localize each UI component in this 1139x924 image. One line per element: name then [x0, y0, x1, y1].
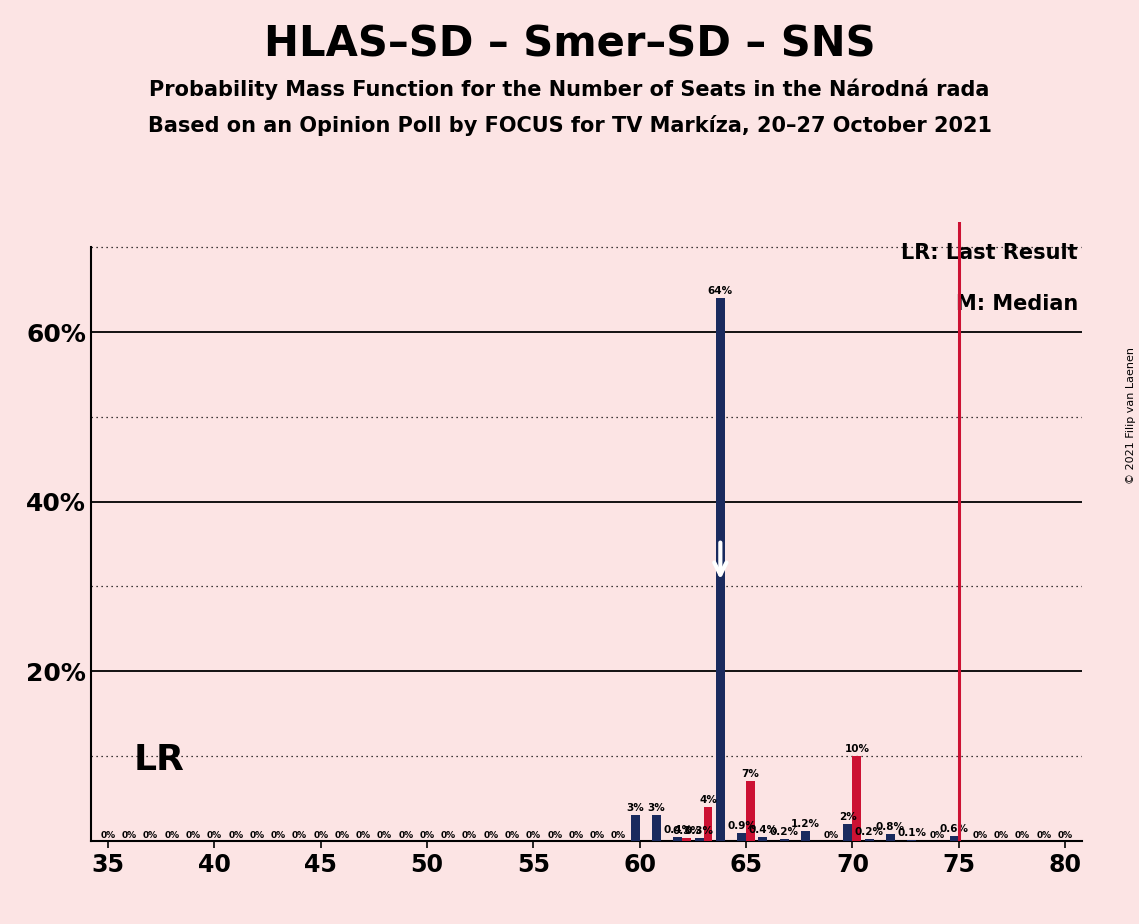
Text: 0%: 0% — [377, 831, 392, 840]
Text: 0%: 0% — [355, 831, 371, 840]
Bar — [716, 298, 724, 841]
Text: 0%: 0% — [335, 831, 350, 840]
Text: 0%: 0% — [228, 831, 244, 840]
Bar — [737, 833, 746, 841]
Text: 0%: 0% — [526, 831, 541, 840]
Text: 0%: 0% — [292, 831, 308, 840]
Text: 0%: 0% — [1015, 831, 1030, 840]
Bar — [673, 837, 682, 841]
Text: 0.8%: 0.8% — [876, 822, 906, 832]
Text: 0%: 0% — [249, 831, 264, 840]
Text: 10%: 10% — [844, 744, 869, 754]
Text: 0%: 0% — [547, 831, 563, 840]
Text: M: Median: M: Median — [956, 294, 1077, 314]
Text: 0.4%: 0.4% — [663, 825, 693, 835]
Text: 0%: 0% — [271, 831, 286, 840]
Text: 0%: 0% — [441, 831, 456, 840]
Text: 0%: 0% — [929, 831, 945, 840]
Text: 0.6%: 0.6% — [940, 823, 969, 833]
Text: HLAS–SD – Smer–SD – SNS: HLAS–SD – Smer–SD – SNS — [264, 23, 875, 65]
Text: 0%: 0% — [122, 831, 137, 840]
Text: 4%: 4% — [699, 795, 716, 805]
Text: 0%: 0% — [144, 831, 158, 840]
Text: 0%: 0% — [505, 831, 519, 840]
Text: 0%: 0% — [483, 831, 499, 840]
Text: 0%: 0% — [164, 831, 180, 840]
Text: 0.4%: 0.4% — [748, 825, 778, 835]
Text: Probability Mass Function for the Number of Seats in the Národná rada: Probability Mass Function for the Number… — [149, 79, 990, 100]
Bar — [704, 807, 713, 841]
Text: 0%: 0% — [399, 831, 413, 840]
Bar — [865, 839, 874, 841]
Text: 3%: 3% — [648, 803, 665, 813]
Text: 0%: 0% — [973, 831, 988, 840]
Text: 0%: 0% — [993, 831, 1009, 840]
Bar — [844, 824, 852, 841]
Text: 0%: 0% — [419, 831, 435, 840]
Text: 0%: 0% — [207, 831, 222, 840]
Text: 0%: 0% — [313, 831, 328, 840]
Text: 0.2%: 0.2% — [854, 827, 884, 837]
Text: 0%: 0% — [568, 831, 583, 840]
Text: 2%: 2% — [839, 812, 857, 821]
Bar — [631, 815, 640, 841]
Text: 0%: 0% — [1036, 831, 1051, 840]
Text: 0%: 0% — [590, 831, 605, 840]
Text: 0.1%: 0.1% — [898, 828, 926, 838]
Text: LR: Last Result: LR: Last Result — [901, 243, 1077, 263]
Text: © 2021 Filip van Laenen: © 2021 Filip van Laenen — [1126, 347, 1136, 484]
Text: 0%: 0% — [186, 831, 200, 840]
Text: 0%: 0% — [462, 831, 477, 840]
Bar — [653, 815, 661, 841]
Text: 0%: 0% — [100, 831, 116, 840]
Bar — [759, 837, 768, 841]
Text: Based on an Opinion Poll by FOCUS for TV Markíza, 20–27 October 2021: Based on an Opinion Poll by FOCUS for TV… — [147, 116, 992, 137]
Text: 0%: 0% — [823, 831, 838, 840]
Bar — [950, 835, 959, 841]
Text: 0.2%: 0.2% — [770, 827, 798, 837]
Text: 0%: 0% — [1057, 831, 1073, 840]
Text: 0.9%: 0.9% — [727, 821, 756, 831]
Text: 0.3%: 0.3% — [672, 826, 702, 836]
Text: 3%: 3% — [626, 803, 645, 813]
Text: 0.3%: 0.3% — [685, 826, 713, 836]
Text: 7%: 7% — [741, 770, 760, 779]
Bar — [746, 782, 755, 841]
Text: 1.2%: 1.2% — [790, 819, 820, 829]
Bar — [682, 838, 691, 841]
Text: 64%: 64% — [707, 286, 732, 296]
Bar — [695, 838, 704, 841]
Bar — [780, 839, 788, 841]
Text: LR: LR — [133, 743, 185, 777]
Bar — [852, 756, 861, 841]
Text: 0%: 0% — [611, 831, 626, 840]
Bar — [886, 834, 895, 841]
Bar — [801, 831, 810, 841]
